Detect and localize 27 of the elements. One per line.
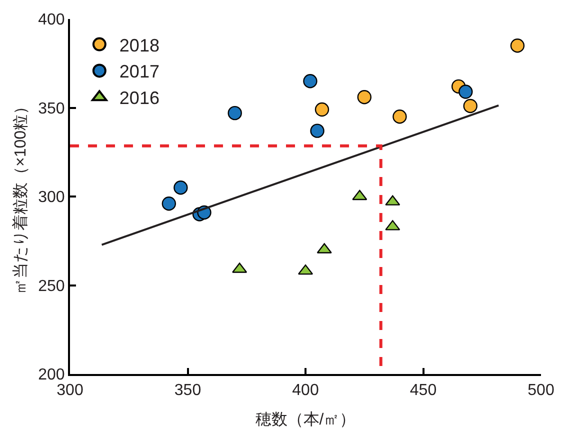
point xyxy=(463,98,478,114)
x-tick-label: 400 xyxy=(292,382,319,400)
point xyxy=(510,38,525,53)
x-tick-label: 500 xyxy=(528,382,554,400)
y-tick-label: 350 xyxy=(38,100,65,118)
y-tick-label: 400 xyxy=(38,12,65,29)
y-tick-label: 200 xyxy=(38,366,65,384)
y-tick-label: 250 xyxy=(38,278,65,295)
x-tick-label: 300 xyxy=(56,382,84,400)
legend-label: 2018 xyxy=(119,35,160,56)
point xyxy=(174,180,188,195)
point xyxy=(357,90,372,104)
y-tick-label: 300 xyxy=(38,189,65,206)
point xyxy=(314,102,330,117)
point xyxy=(352,190,368,200)
x-tick-label: 450 xyxy=(410,382,437,400)
point xyxy=(228,106,242,120)
point xyxy=(458,84,473,99)
point xyxy=(310,124,324,138)
point xyxy=(303,74,318,88)
y-axis-title: ㎡当たり着粒数（×100粒） xyxy=(11,98,30,295)
x-tick-label: 350 xyxy=(174,382,202,400)
point xyxy=(392,110,407,124)
x-axis-title: 穂数（本/㎡） xyxy=(255,410,356,428)
legend-label: 2016 xyxy=(119,88,160,108)
point xyxy=(162,196,176,211)
legend-label: 2017 xyxy=(119,62,160,82)
